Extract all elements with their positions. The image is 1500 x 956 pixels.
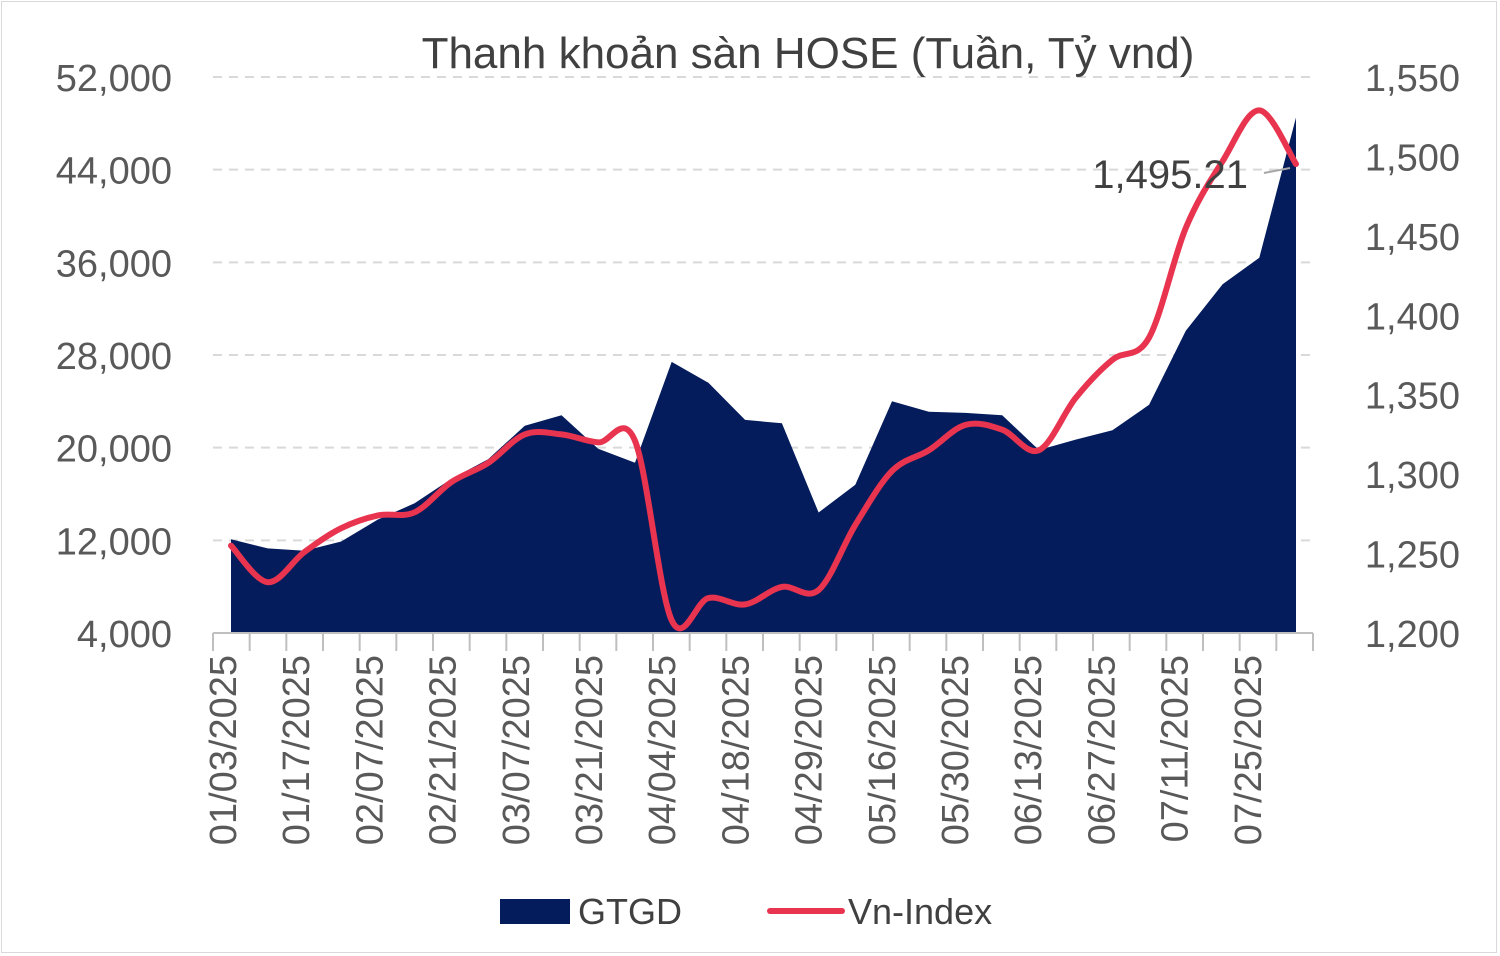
- x-tick-label: 07/11/2025: [1155, 655, 1197, 842]
- left-axis-ticks: 4,000 12,000 20,000 28,000 36,000 44,000 52,00…: [56, 58, 172, 656]
- right-tick-label: 1,400: [1365, 296, 1460, 338]
- x-tick-label: 03/21/2025: [569, 655, 611, 845]
- x-axis-ticks: 01/03/2025 01/17/2025 02/07/2025 02/21/2025…: [203, 655, 1270, 845]
- right-tick-label: 1,450: [1365, 217, 1460, 259]
- x-tick-label: 01/17/2025: [276, 655, 318, 845]
- right-tick-label: 1,250: [1365, 535, 1460, 577]
- right-tick-label: 1,350: [1365, 376, 1460, 418]
- left-tick-label: 12,000: [56, 521, 172, 563]
- right-tick-label: 1,200: [1365, 614, 1460, 656]
- legend-label-gtgd: GTGD: [578, 891, 682, 932]
- x-tick-label: 06/27/2025: [1081, 655, 1123, 845]
- legend-label-vn-index: Vn-Index: [848, 891, 992, 932]
- x-tick-label: 05/30/2025: [935, 655, 977, 845]
- left-tick-label: 20,000: [56, 429, 172, 471]
- left-tick-label: 44,000: [56, 151, 172, 193]
- line-layer: [228, 107, 1299, 632]
- x-tick-label: 06/13/2025: [1008, 655, 1050, 845]
- legend: GTGD Vn-Index: [500, 891, 992, 932]
- left-tick-label: 52,000: [56, 58, 172, 100]
- right-axis-ticks: 1,200 1,250 1,300 1,350 1,400 1,450 1,500 1,550: [1365, 58, 1460, 656]
- series-area-gtgd: [231, 117, 1296, 633]
- x-tick-label: 04/29/2025: [789, 655, 831, 845]
- x-tick-label: 01/03/2025: [203, 655, 245, 845]
- annotation-layer: 1,495.21: [1092, 153, 1291, 197]
- axes: [212, 632, 1314, 651]
- x-tick-label: 02/07/2025: [349, 655, 391, 845]
- x-tick-label: 03/07/2025: [496, 655, 538, 845]
- annotation-label: 1,495.21: [1092, 153, 1248, 197]
- right-tick-label: 1,300: [1365, 455, 1460, 497]
- area-layer: [231, 117, 1296, 633]
- left-tick-label: 28,000: [56, 336, 172, 378]
- left-tick-label: 36,000: [56, 243, 172, 285]
- x-tick-label: 05/16/2025: [862, 655, 904, 845]
- x-tick-label: 07/25/2025: [1228, 655, 1270, 845]
- legend-swatch-gtgd: [500, 899, 570, 924]
- left-tick-label: 4,000: [77, 614, 172, 656]
- right-tick-label: 1,550: [1365, 58, 1460, 100]
- x-tick-label: 04/04/2025: [642, 655, 684, 845]
- x-tick-label: 02/21/2025: [423, 655, 465, 845]
- annotation-leader: [1263, 167, 1291, 174]
- right-tick-label: 1,500: [1365, 137, 1460, 179]
- chart-title: Thanh khoản sàn HOSE (Tuần, Tỷ vnd): [422, 29, 1195, 78]
- series-line-vn-index: [228, 107, 1299, 632]
- x-tick-label: 04/18/2025: [715, 655, 757, 845]
